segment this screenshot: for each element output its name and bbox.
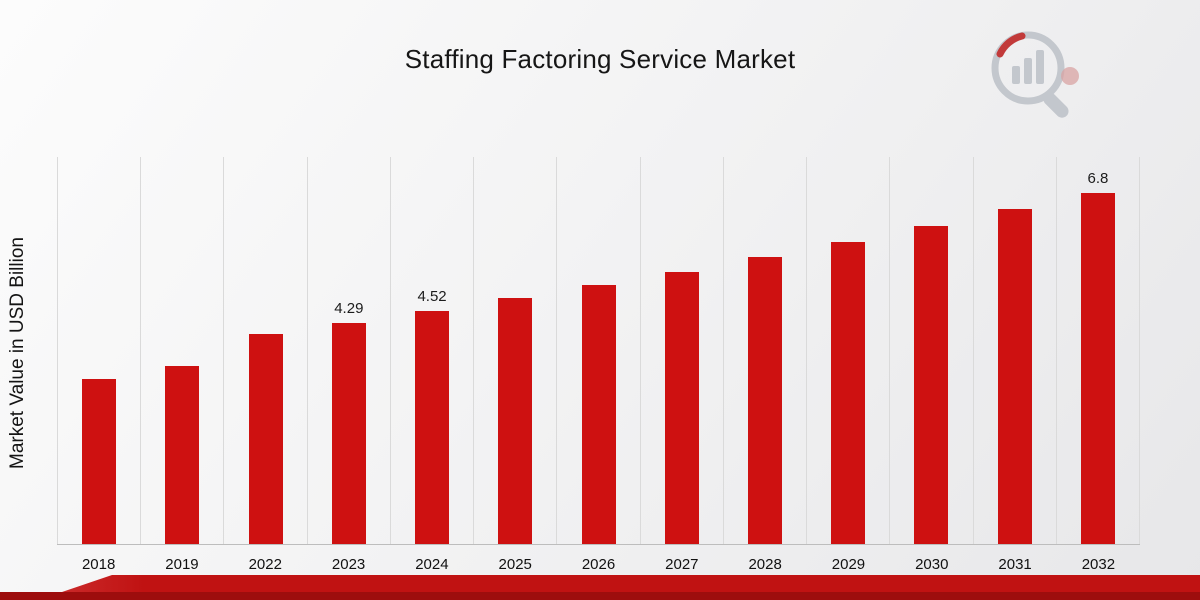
- x-tick-label: 2030: [915, 556, 949, 573]
- page-title: Staffing Factoring Service Market: [404, 44, 796, 74]
- bar: [498, 298, 533, 544]
- chart-column: [972, 157, 1056, 544]
- bar: [664, 271, 699, 544]
- chart-column: [556, 157, 639, 544]
- bar-value-label: 4.29: [334, 299, 364, 317]
- chart-column: 4.29: [306, 157, 390, 544]
- chart-column: [722, 157, 806, 544]
- chart-column: [223, 157, 306, 544]
- bar-value-label: 6.8: [1087, 170, 1109, 188]
- x-tick-label: 2029: [831, 556, 866, 573]
- bar: [248, 334, 283, 544]
- chart-column: [806, 157, 889, 544]
- x-axis-ticks: 2018 2019 2022 2023 2024 2025 2026 2027 2028 2029…: [57, 545, 1140, 573]
- bar: [831, 242, 866, 544]
- x-tick-label: 2019: [165, 556, 199, 573]
- bottom-ribbon: [62, 575, 1200, 592]
- x-tick-label: 2022: [248, 556, 282, 573]
- bar: [581, 285, 616, 544]
- bar: [914, 225, 949, 544]
- x-tick-label: 2023: [331, 556, 366, 573]
- bottom-ribbon-dark-strip: [0, 592, 1200, 600]
- x-tick-label: 2032: [1081, 556, 1116, 573]
- bar: [331, 322, 366, 544]
- chart-column: [57, 157, 140, 544]
- plot-area: 4.29 4.52 6.8: [57, 157, 1141, 545]
- bar: [82, 378, 117, 544]
- bar: [165, 365, 200, 544]
- x-tick-label: 2018: [81, 556, 116, 573]
- chart-column: [140, 157, 223, 544]
- x-tick-label: 2026: [581, 556, 616, 573]
- x-tick-label: 2027: [665, 556, 699, 573]
- bar: [415, 310, 450, 544]
- chart-column: [889, 157, 972, 544]
- bar-value-label: 4.52: [417, 287, 447, 305]
- brand-logo-icon: [991, 31, 1079, 118]
- chart-column: 4.52: [389, 157, 473, 544]
- bar: [1080, 193, 1115, 544]
- chart-column: [639, 157, 723, 544]
- x-tick-label: 2031: [998, 556, 1032, 573]
- chart-column: 6.8: [1055, 157, 1141, 544]
- chart-column: [473, 157, 556, 544]
- x-tick-label: 2025: [498, 556, 532, 573]
- bar: [997, 209, 1032, 544]
- x-tick-label: 2024: [415, 556, 449, 573]
- bar-chart: 4.29 4.52 6.8 2018 2019 2022 2023 2024 2025 2026…: [57, 157, 1141, 573]
- y-axis-label: Market Value in USD Billion: [7, 236, 28, 469]
- x-tick-label: 2028: [748, 556, 782, 573]
- bar: [747, 257, 782, 544]
